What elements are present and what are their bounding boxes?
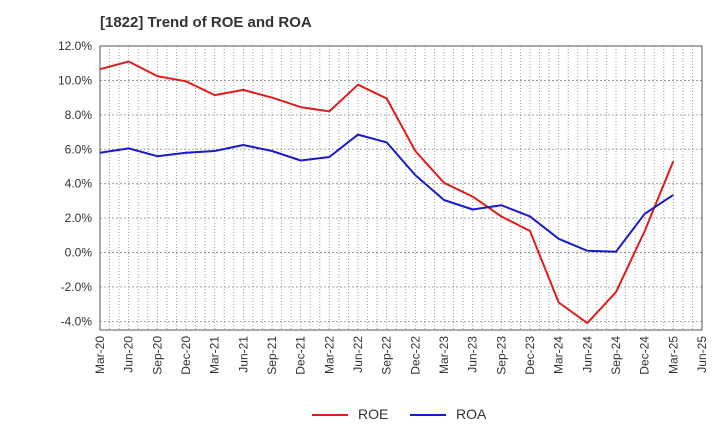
x-tick-label: Dec-22 (408, 336, 422, 375)
legend-label-roe: ROE (358, 406, 389, 422)
y-tick-label: 8.0% (65, 108, 93, 122)
x-tick-label: Jun-25 (695, 336, 709, 373)
y-tick-label: 4.0% (65, 177, 93, 191)
x-tick-label: Jun-21 (236, 336, 250, 373)
x-tick-label: Mar-22 (322, 336, 336, 374)
series-lines (99, 60, 675, 325)
x-tick-label: Dec-24 (638, 336, 652, 375)
plot-area-border (99, 45, 703, 331)
x-tick-label: Jun-20 (122, 336, 136, 373)
x-tick-label: Sep-23 (494, 336, 508, 375)
x-tick-label: Mar-24 (552, 336, 566, 374)
x-tick-label: Sep-24 (609, 336, 623, 375)
y-tick-label: 6.0% (65, 142, 93, 156)
x-tick-label: Mar-20 (93, 336, 107, 374)
x-tick-label: Jun-23 (466, 336, 480, 373)
x-tick-label: Mar-23 (437, 336, 451, 374)
x-axis-ticks: Mar-20 Jun-20 Sep-20 Dec-20 Mar-21 Jun-21 Sep-… (93, 336, 709, 375)
y-tick-label: 2.0% (65, 211, 93, 225)
plot-border (99, 45, 703, 331)
y-tick-label: 12.0% (58, 39, 92, 53)
legend-label-roa: ROA (456, 406, 487, 422)
grid-lines (100, 45, 703, 330)
x-tick-label: Mar-21 (208, 336, 222, 374)
legend-swatch-roa (410, 414, 446, 416)
legend: ROE ROA (0, 404, 720, 428)
x-tick-label: Sep-21 (265, 336, 279, 375)
y-axis-ticks: 12.0% 10.0% 8.0% 6.0% 4.0% 2.0% 0.0% -2.0% -4.0% (58, 39, 92, 328)
x-tick-label: Jun-22 (351, 336, 365, 373)
legend-swatch-roe (312, 414, 348, 416)
x-tick-label: Dec-23 (523, 336, 537, 375)
series-line-roe (99, 60, 675, 325)
y-tick-label: -4.0% (61, 314, 93, 328)
x-tick-label: Jun-24 (580, 336, 594, 373)
x-tick-label: Sep-20 (150, 336, 164, 375)
y-tick-label: 10.0% (58, 73, 92, 87)
series-line-roa (99, 133, 674, 253)
y-tick-label: 0.0% (65, 246, 93, 260)
y-tick-label: -2.0% (61, 280, 93, 294)
x-tick-label: Dec-21 (294, 336, 308, 375)
chart-title: [1822] Trend of ROE and ROA (100, 14, 312, 31)
x-tick-label: Sep-22 (380, 336, 394, 375)
x-tick-label: Dec-20 (179, 336, 193, 375)
x-tick-label: Mar-25 (666, 336, 680, 374)
